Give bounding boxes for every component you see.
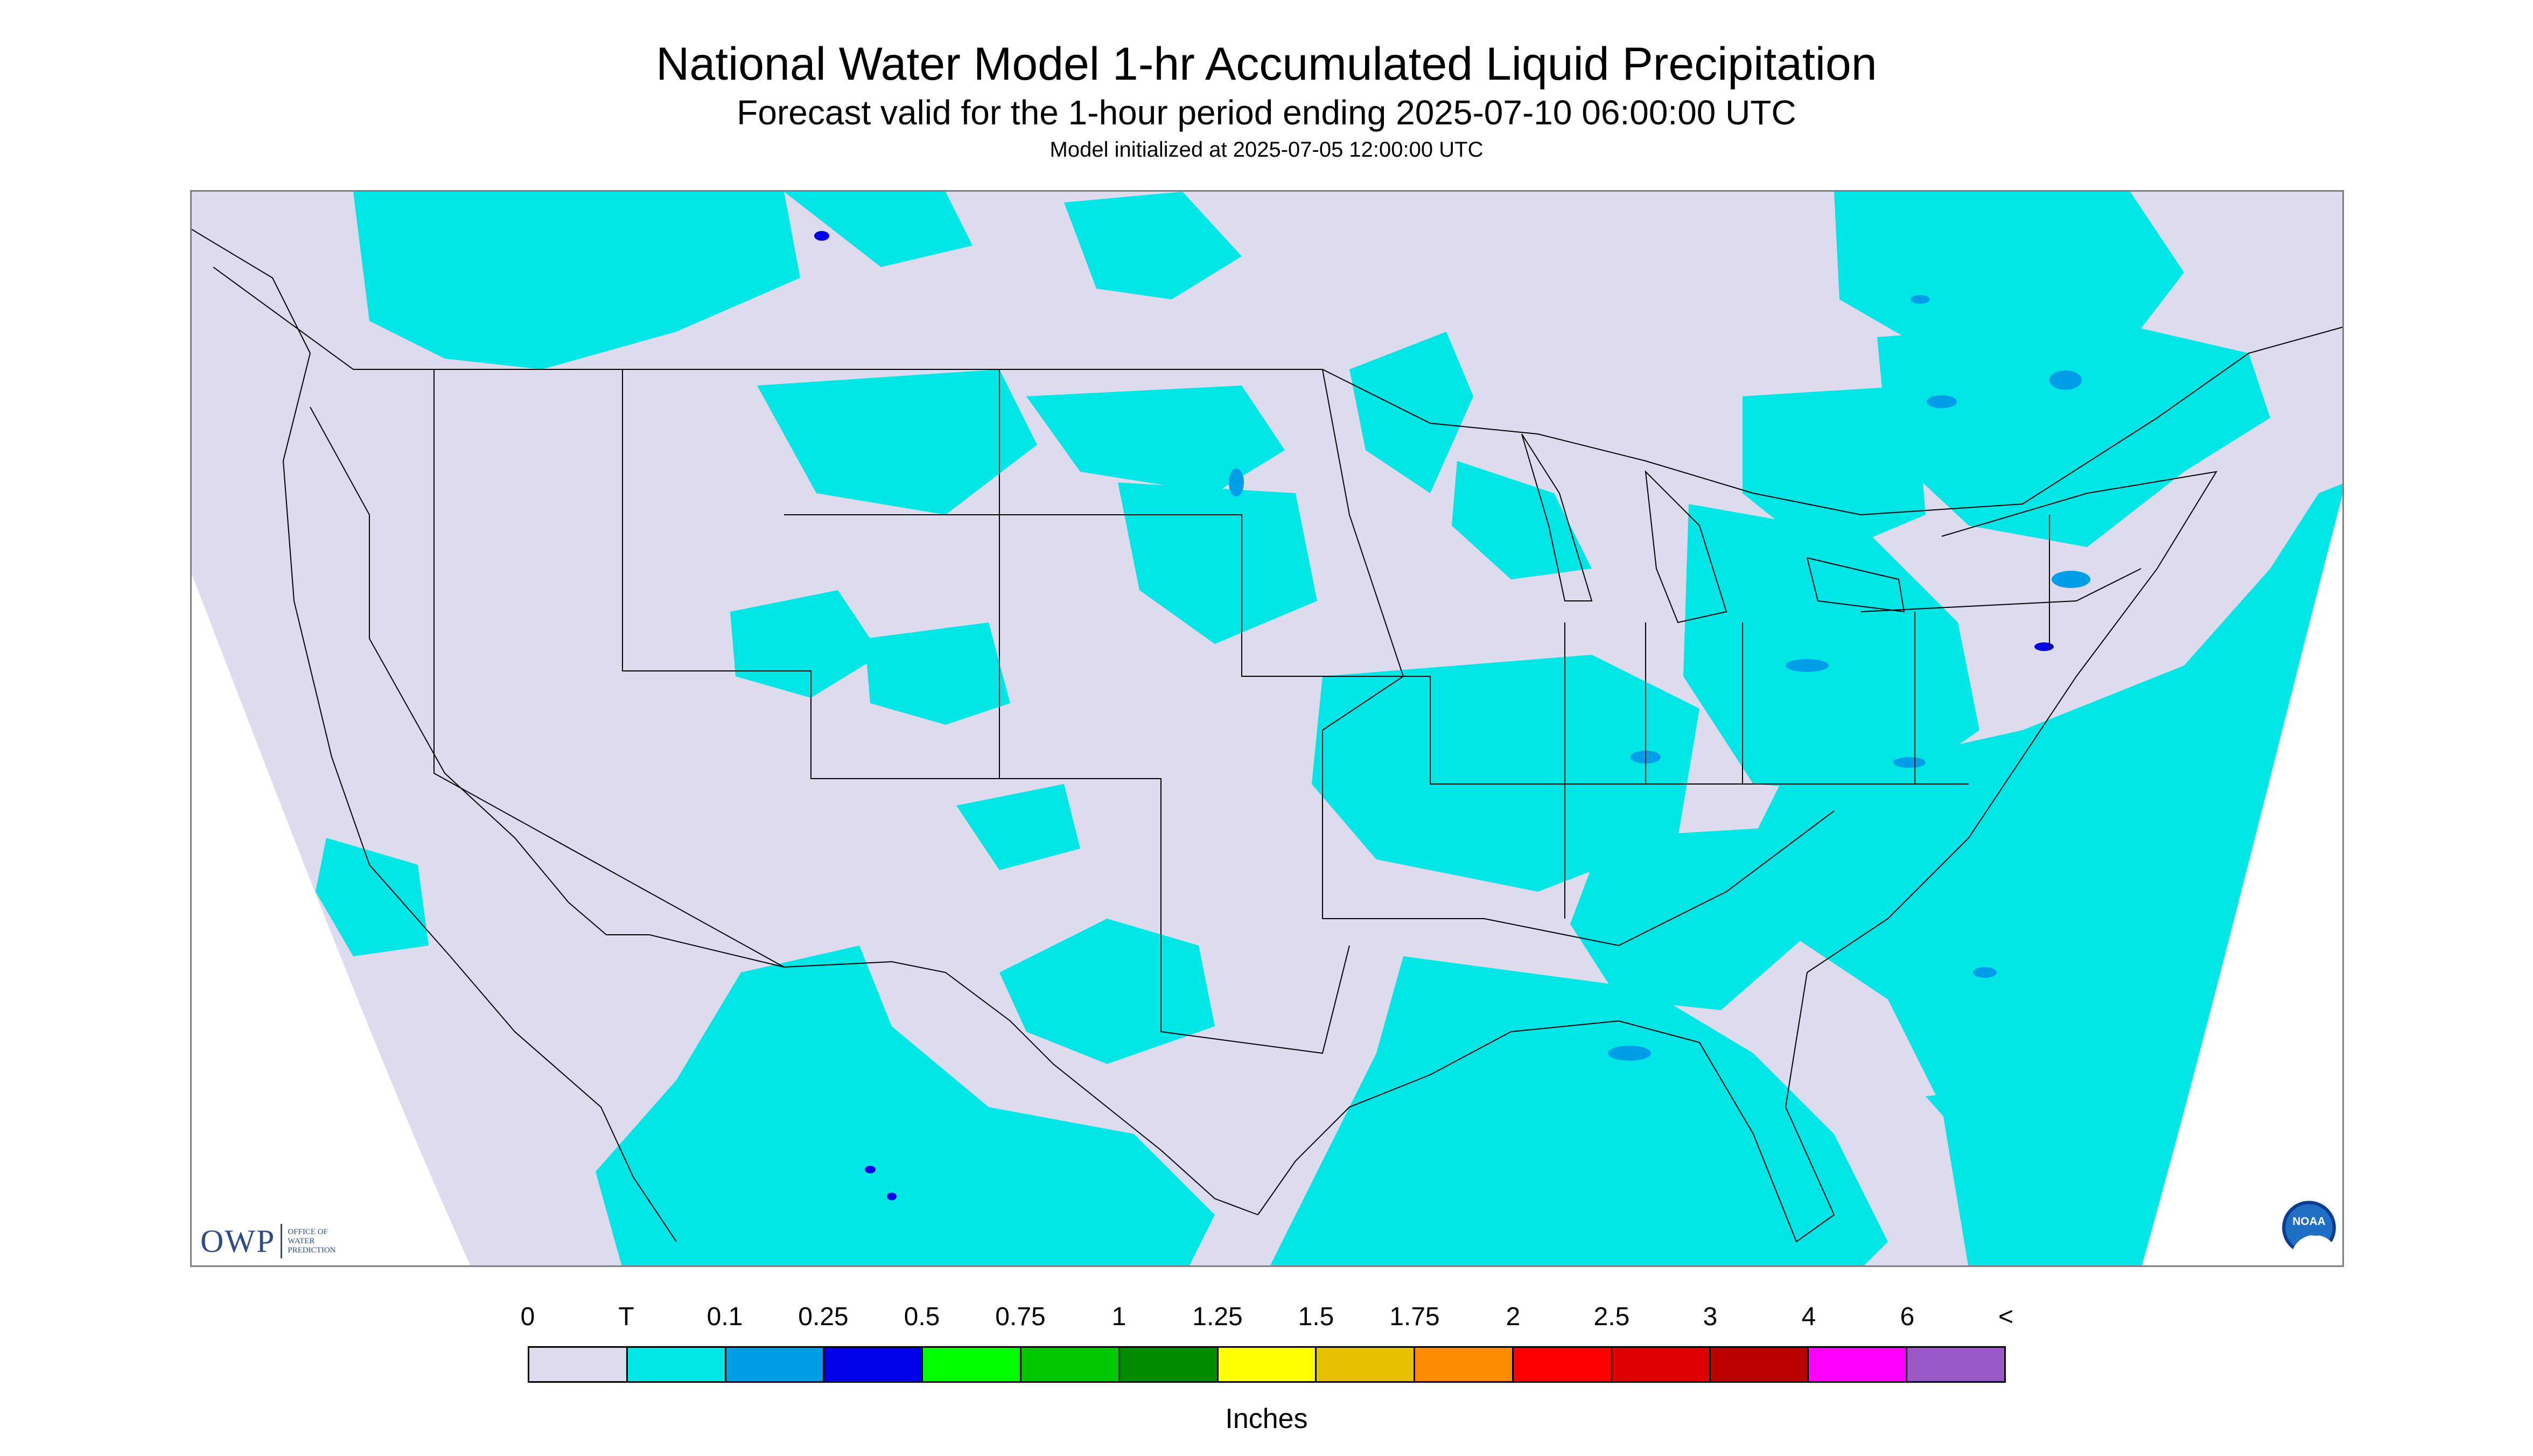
legend-tick-label: <	[1998, 1303, 2014, 1331]
legend-tick-label: 3	[1703, 1303, 1718, 1331]
legend-swatch	[1415, 1348, 1514, 1381]
owp-logo-divider	[281, 1224, 283, 1258]
legend-tick-label: 0.25	[798, 1303, 849, 1331]
legend-swatch	[1119, 1348, 1219, 1381]
model-init-line: Model initialized at 2025-07-05 12:00:00…	[1049, 138, 1484, 162]
legend-swatch	[1513, 1348, 1612, 1381]
legend-swatch	[824, 1348, 923, 1381]
legend-swatch	[1218, 1348, 1317, 1381]
legend-swatch	[1612, 1348, 1711, 1381]
legend-swatch	[726, 1348, 825, 1381]
owp-logo: OWP OFFICE OF WATER PREDICTION	[200, 1222, 336, 1260]
map-subtitle: Forecast valid for the 1-hour period end…	[737, 93, 1796, 132]
map-canvas	[192, 192, 2342, 1265]
map-title: National Water Model 1-hr Accumulated Li…	[656, 38, 1877, 90]
legend-tick-label: 0.1	[706, 1303, 743, 1331]
legend-tick-label: 1	[1111, 1303, 1126, 1331]
legend-tick-label: 1.75	[1389, 1303, 1440, 1331]
color-legend	[528, 1346, 2006, 1383]
legend-tick-label: 2.5	[1593, 1303, 1630, 1331]
legend-tick-label: 0.75	[995, 1303, 1046, 1331]
precip-trace-areas	[316, 192, 2342, 1265]
noaa-logo-text: NOAA	[2292, 1215, 2325, 1228]
legend-tick-label: 1.25	[1192, 1303, 1243, 1331]
noaa-logo: NOAA	[2282, 1201, 2336, 1256]
owp-logo-office-text: OFFICE OF WATER PREDICTION	[288, 1227, 336, 1255]
legend-swatch	[1907, 1348, 2004, 1381]
legend-tick-label: 0	[520, 1303, 535, 1331]
projection-mask-west	[192, 574, 471, 1265]
legend-swatch	[1021, 1348, 1120, 1381]
legend-swatch	[1710, 1348, 1809, 1381]
political-boundaries	[192, 229, 2342, 1243]
legend-swatch	[1809, 1348, 1908, 1381]
legend-tick-label: 1.5	[1298, 1303, 1334, 1331]
legend-unit-label: Inches	[1225, 1403, 1308, 1434]
legend-swatch	[923, 1348, 1021, 1381]
legend-tick-label: 2	[1506, 1303, 1521, 1331]
legend-tick-label: 4	[1801, 1303, 1816, 1331]
legend-tick-label: 6	[1900, 1303, 1915, 1331]
legend-swatch	[627, 1348, 726, 1381]
legend-tick-label: T	[618, 1303, 634, 1331]
legend-swatch	[1317, 1348, 1416, 1381]
owp-logo-letters: OWP	[200, 1223, 276, 1259]
legend-swatch	[529, 1348, 628, 1381]
projection-mask-east	[2142, 495, 2342, 1265]
precipitation-map	[190, 190, 2344, 1267]
legend-tick-label: 0.5	[904, 1303, 940, 1331]
